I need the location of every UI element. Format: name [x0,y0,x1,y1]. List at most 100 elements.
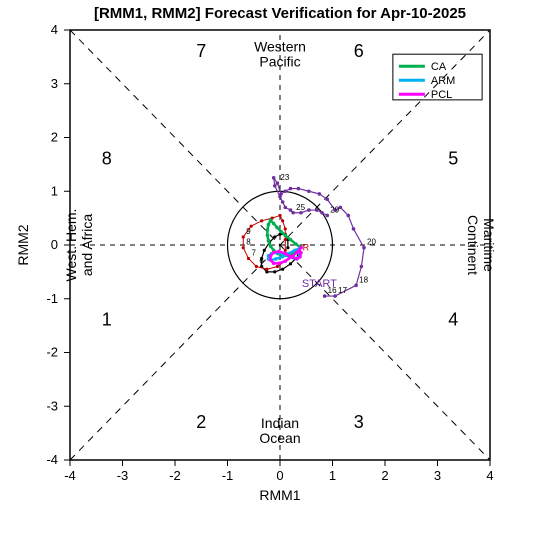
obs-series-point-label: 20 [367,238,376,247]
phase-number: 3 [354,412,364,432]
obs-series-marker [307,189,311,193]
red-series-marker [284,227,287,230]
region-right: Maritime [481,218,497,272]
red-series-marker [247,257,250,260]
ca-series-marker [294,242,298,246]
obs-series-marker [289,208,293,212]
red-series-point-label: 9 [246,227,251,236]
obs-series-marker [325,214,329,218]
x-axis-label: RMM1 [259,487,300,503]
chart-title: [RMM1, RMM2] Forecast Verification for A… [94,5,466,22]
obs-series-marker [352,227,356,231]
red-series-marker [265,268,268,271]
xtick-label: 1 [329,468,336,483]
y-axis-label: RMM2 [15,224,31,265]
pcl-series-marker [295,251,299,255]
pcl-series-marker [290,255,294,259]
ca-series-marker [269,244,273,248]
phase-number: 8 [102,148,112,168]
region-bottom: Indian [261,415,299,431]
region-left: West. Hem. [63,209,79,282]
xtick-label: 4 [486,468,493,483]
obs-series-marker [315,208,319,212]
red-series-marker [242,246,245,249]
region-top: Western [254,39,306,55]
obs-series-marker [281,200,285,204]
svg-text:Ocean: Ocean [259,430,300,446]
obs-series-marker [283,189,287,193]
ytick-label: -4 [46,452,58,467]
xtick-label: -3 [117,468,129,483]
ytick-label: 2 [51,130,58,145]
pcl-series-marker [277,261,281,265]
ytick-label: 1 [51,183,58,198]
black-series-marker [286,246,289,249]
black-series-marker [289,262,292,265]
obs-series-marker [276,181,280,185]
phase-number: 5 [448,148,458,168]
obs-series-marker [323,294,327,298]
obs-series-marker [283,206,287,210]
svg-text:and Africa: and Africa [79,214,95,276]
pcl-series-marker [277,250,281,254]
red-series-point-label: 8 [246,238,251,247]
red-series-marker [255,265,258,268]
xtick-label: 2 [381,468,388,483]
obs-series-marker [362,246,366,250]
arm-series-marker [274,257,278,261]
obs-series-point-label: 17 [338,286,347,295]
black-series-marker [263,249,266,252]
start-label: START [302,278,337,290]
black-series-marker [273,270,276,273]
svg-text:Pacific: Pacific [259,54,300,70]
red-series-point-label: 7 [252,248,257,257]
red-r-label: R [303,243,310,253]
red-series-marker [276,265,279,268]
xtick-label: -2 [169,468,181,483]
red-series-point-label: 6 [259,257,264,266]
obs-series-marker [307,208,311,212]
obs-series-marker [297,187,301,191]
phase-diagram: [RMM1, RMM2] Forecast Verification for A… [0,0,540,540]
phase-number: 6 [354,41,364,61]
red-series-marker [242,235,245,238]
red-series-marker [278,214,281,217]
obs-series-point-label: 29 [330,205,339,214]
pcl-series-marker [269,254,273,258]
red-series-marker [281,219,284,222]
arm-series-marker [280,255,284,259]
pcl-series-marker [269,258,273,262]
obs-series-marker [289,187,293,191]
legend-label: PCL [431,89,452,101]
ca-series-marker [266,228,270,232]
ca-series-marker [267,223,271,227]
ca-series-marker [279,230,283,234]
svg-text:Continent: Continent [465,215,481,275]
pcl-series-marker [283,252,287,256]
xtick-label: -4 [64,468,76,483]
obs-series-point-label: 18 [359,275,368,284]
phase-number: 7 [196,41,206,61]
red-series-marker [284,238,287,241]
ytick-label: -3 [46,398,58,413]
pcl-series-marker [298,255,302,259]
red-series-marker [284,249,287,252]
ytick-label: 0 [51,237,58,252]
ca-series-marker [275,225,279,229]
obs-series-marker [278,195,282,199]
legend-label: CA [431,61,447,73]
red-series-marker [260,219,263,222]
obs-series-marker [272,176,276,180]
phase-number: 1 [102,310,112,330]
obs-series-marker [325,198,329,202]
ytick-label: -1 [46,291,58,306]
ca-series-marker [289,238,293,242]
ca-series-marker [272,222,276,226]
phase-number: 2 [196,412,206,432]
pcl-series-marker [283,259,287,263]
black-series-marker [281,268,284,271]
chart-container: [RMM1, RMM2] Forecast Verification for A… [0,0,540,540]
obs-series-point-label: 23 [280,173,289,182]
ca-series-marker [267,239,271,243]
obs-series-marker [346,214,350,218]
